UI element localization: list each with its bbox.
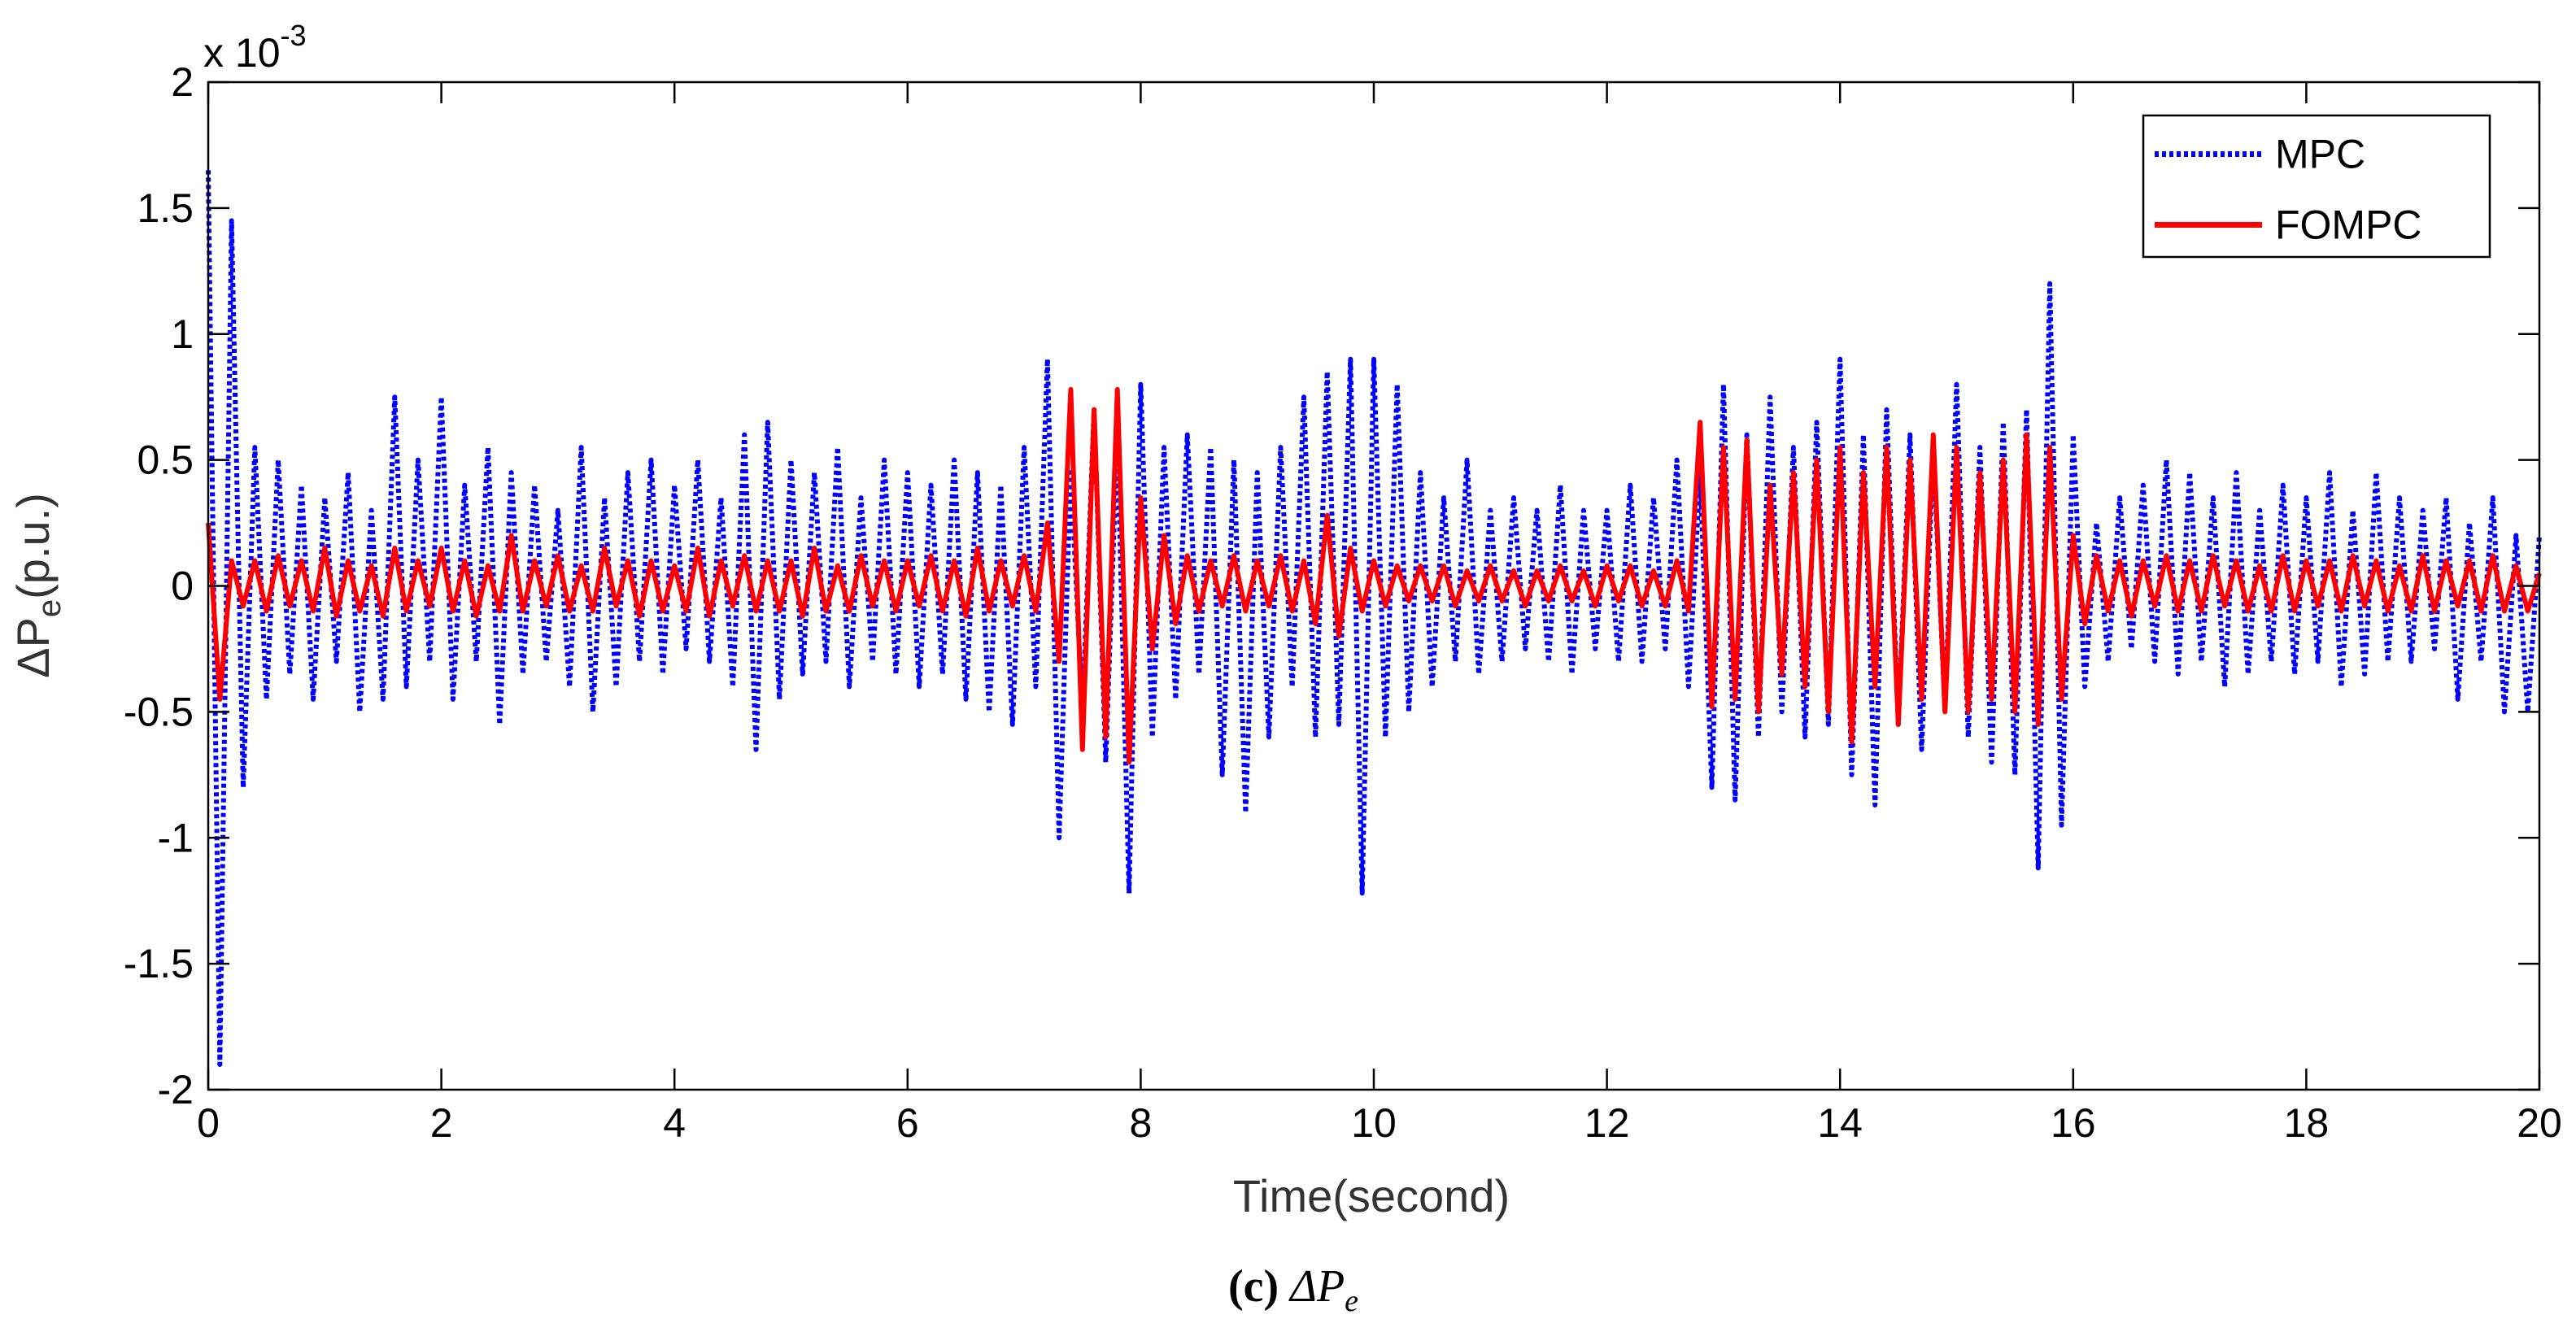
y-tick-label: 1 <box>171 311 194 357</box>
x-tick-label: 2 <box>430 1100 453 1146</box>
x-tick-label: 12 <box>1584 1100 1630 1146</box>
x-tick-label: 4 <box>663 1100 686 1146</box>
y-tick-label: -0.5 <box>124 689 194 734</box>
y-multiplier: x 10-3 <box>203 19 307 76</box>
x-tick-label: 18 <box>2284 1100 2330 1146</box>
y-tick-label: 1.5 <box>137 185 194 231</box>
y-tick-label: -2 <box>158 1067 194 1112</box>
multiplier-exponent: -3 <box>281 19 307 52</box>
series-line <box>206 386 2542 765</box>
caption-symbol: ΔP <box>1288 1261 1345 1312</box>
legend-label: MPC <box>2275 132 2365 177</box>
series-line <box>206 170 2542 1067</box>
caption: (c) ΔPe <box>1228 1261 1358 1318</box>
y-tick-label: 2 <box>171 59 194 105</box>
y-tick-label: 0.5 <box>137 437 194 483</box>
caption-label: (c) <box>1228 1261 1279 1312</box>
y-axis-label: ΔPe(p.u.) <box>7 493 68 678</box>
x-tick-label: 16 <box>2051 1100 2096 1146</box>
x-tick-label: 14 <box>1817 1100 1863 1146</box>
y-label-unit: (p.u.) <box>7 493 59 599</box>
y-label-symbol: ΔP <box>7 617 59 678</box>
multiplier-base: x 10 <box>203 30 281 76</box>
y-tick-label: 0 <box>171 564 194 609</box>
x-tick-label: 6 <box>896 1100 919 1146</box>
legend-box <box>2142 114 2491 259</box>
y-tick-label: -1.5 <box>124 941 194 986</box>
x-tick-label: 0 <box>197 1100 220 1146</box>
x-tick-label: 20 <box>2517 1100 2562 1146</box>
x-tick-label: 8 <box>1129 1100 1152 1146</box>
y-tick-label: -1 <box>158 815 194 860</box>
legend-label: FOMPC <box>2275 202 2422 248</box>
caption-subscript: e <box>1345 1284 1358 1318</box>
y-label-subscript: e <box>32 599 68 617</box>
x-tick-label: 10 <box>1351 1100 1397 1146</box>
x-axis-label: Time(second) <box>1233 1170 1510 1221</box>
